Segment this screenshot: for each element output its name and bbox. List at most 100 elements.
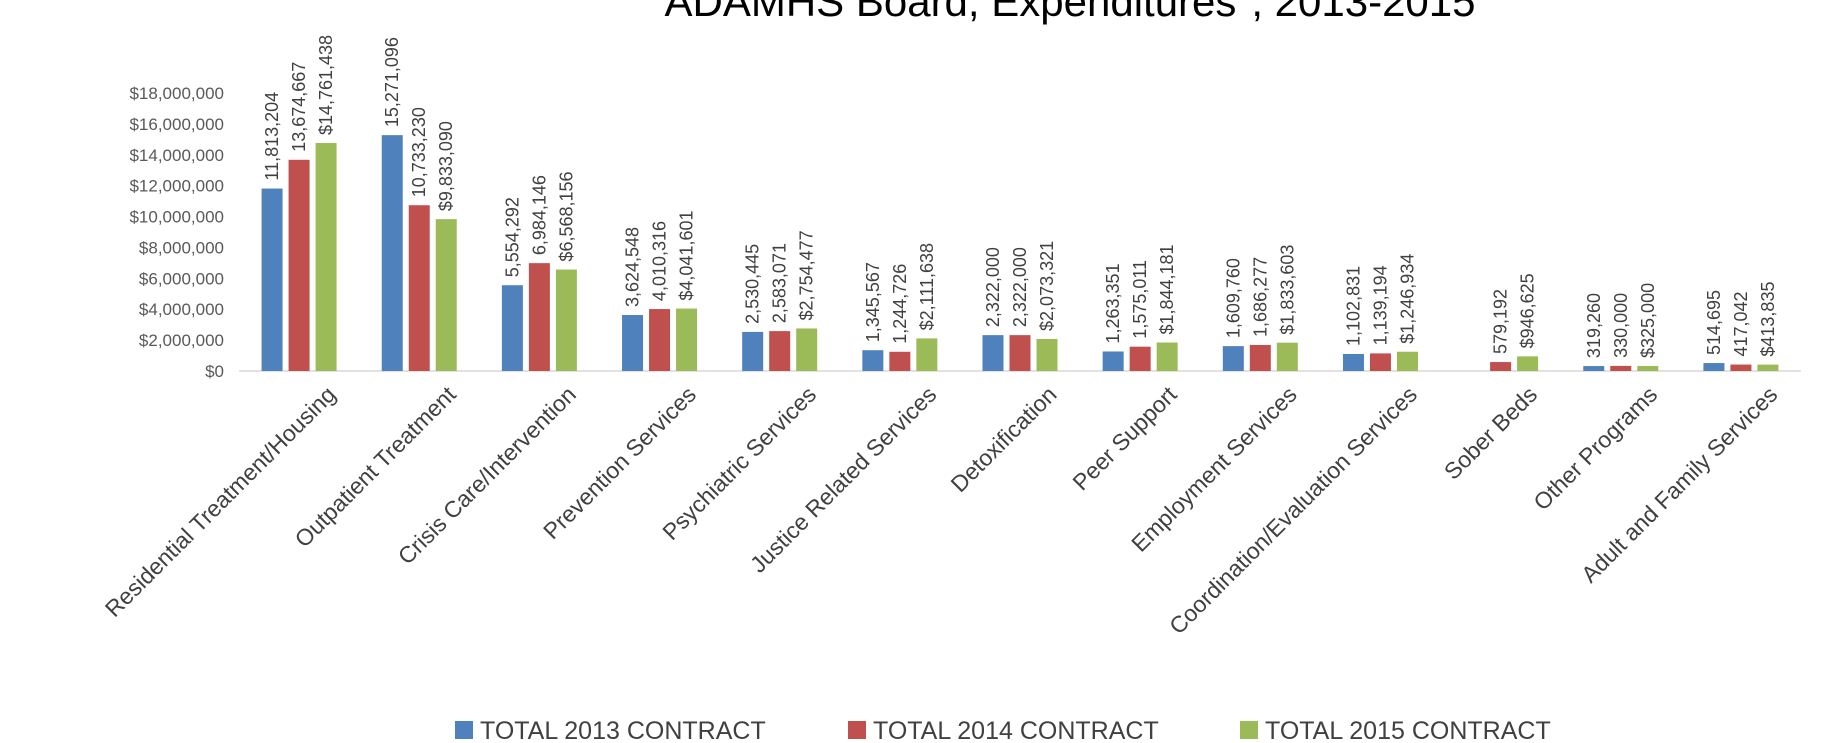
value-label: 2,322,000 [1010, 247, 1030, 327]
y-tick-label: $0 [205, 362, 224, 381]
x-tick-label: Detoxification [946, 381, 1062, 497]
value-label: 13,674,667 [289, 62, 309, 152]
y-tick-label: $12,000,000 [129, 177, 224, 196]
bar [676, 308, 698, 371]
bar [649, 309, 671, 371]
value-label: $946,625 [1518, 273, 1538, 348]
y-tick-label: $18,000,000 [129, 84, 224, 103]
x-tick-label: Other Programs [1528, 381, 1662, 515]
value-label: 15,271,096 [382, 37, 402, 127]
value-label: 1,244,726 [890, 264, 910, 344]
legend-swatch [455, 721, 473, 739]
value-label: $325,000 [1638, 283, 1658, 358]
legend-swatch [848, 721, 866, 739]
value-label: 579,192 [1491, 289, 1511, 354]
value-label: 1,102,831 [1343, 266, 1363, 346]
bar [796, 328, 818, 371]
bar [528, 263, 550, 371]
y-tick-label: $6,000,000 [139, 269, 224, 288]
bar [1156, 342, 1178, 371]
bar [1610, 365, 1632, 371]
x-tick-label: Peer Support [1067, 381, 1182, 496]
chart-title: ADAMHS Board, Expenditures", 2013-2015 [664, 0, 1475, 25]
bar [1517, 356, 1539, 371]
bar [622, 315, 644, 371]
legend-label: TOTAL 2013 CONTRACT [480, 717, 766, 743]
y-tick-label: $8,000,000 [139, 238, 224, 257]
value-label: 1,139,194 [1370, 265, 1390, 345]
value-label: $2,073,321 [1037, 241, 1057, 331]
bar [261, 188, 283, 371]
value-label: 5,554,292 [502, 197, 522, 277]
bar [982, 335, 1004, 371]
value-label: $14,761,438 [316, 35, 336, 135]
value-label: $413,835 [1758, 282, 1778, 357]
bar [501, 285, 523, 371]
value-label: 6,984,146 [529, 175, 549, 255]
value-label: 1,575,011 [1130, 260, 1150, 339]
bar [742, 331, 764, 371]
value-label: $4,041,601 [677, 210, 697, 300]
value-label: 1,609,760 [1223, 258, 1243, 338]
value-label: $1,844,181 [1157, 244, 1177, 334]
legend-label: TOTAL 2015 CONTRACT [1265, 717, 1551, 743]
legend-label: TOTAL 2014 CONTRACT [873, 717, 1159, 743]
bar [1342, 353, 1364, 371]
value-label: $1,833,603 [1277, 245, 1297, 335]
value-label: 1,686,277 [1250, 257, 1270, 337]
value-label: $1,246,934 [1397, 254, 1417, 344]
bar [1276, 342, 1298, 371]
value-label: 11,813,204 [262, 92, 282, 181]
value-label: $9,833,090 [436, 121, 456, 211]
bar [1102, 351, 1124, 371]
value-label: 319,260 [1584, 293, 1604, 358]
bar [1583, 366, 1605, 371]
bar [889, 351, 911, 371]
value-label: 1,263,351 [1103, 263, 1123, 343]
bar [916, 338, 938, 371]
value-label: 2,530,445 [743, 244, 763, 324]
y-tick-label: $10,000,000 [129, 208, 224, 227]
bar [381, 135, 403, 371]
x-tick-label: Adult and Family Services [1576, 381, 1782, 587]
value-label: 4,010,316 [650, 221, 670, 301]
bar [1637, 365, 1659, 371]
value-label: 2,322,000 [983, 247, 1003, 327]
bar [435, 219, 457, 371]
value-label: 3,624,548 [623, 227, 643, 307]
bar [1222, 346, 1244, 371]
bar [1369, 353, 1391, 371]
bar [1129, 346, 1151, 371]
value-label: 1,345,567 [863, 262, 883, 342]
y-tick-label: $14,000,000 [129, 146, 224, 165]
bar [769, 331, 791, 371]
bar [1009, 335, 1031, 371]
x-tick-label: Residential Treatment/Housing [100, 381, 341, 622]
value-label: $2,111,638 [917, 243, 937, 330]
bar [1396, 351, 1418, 371]
bar [555, 269, 577, 371]
value-label: $6,568,156 [556, 171, 576, 261]
bar [288, 159, 310, 371]
value-label: 514,695 [1704, 290, 1724, 355]
value-label: $2,754,477 [797, 230, 817, 320]
value-label: 10,733,230 [409, 107, 429, 197]
bar [1490, 362, 1512, 371]
value-label: 417,042 [1731, 291, 1751, 356]
legend-swatch [1240, 721, 1258, 739]
bar [1036, 338, 1058, 371]
y-tick-label: $16,000,000 [129, 115, 224, 134]
y-tick-label: $4,000,000 [139, 300, 224, 319]
bar [862, 350, 884, 371]
value-label: 2,583,071 [770, 243, 790, 323]
y-tick-label: $2,000,000 [139, 331, 224, 350]
bar [1757, 364, 1779, 371]
x-tick-label: Coordination/Evaluation Services [1164, 381, 1422, 639]
bar [315, 143, 337, 371]
value-label: 330,000 [1611, 293, 1631, 358]
bar [1730, 364, 1752, 371]
bar [1703, 363, 1725, 371]
bar [408, 205, 430, 371]
bar [1249, 344, 1271, 371]
